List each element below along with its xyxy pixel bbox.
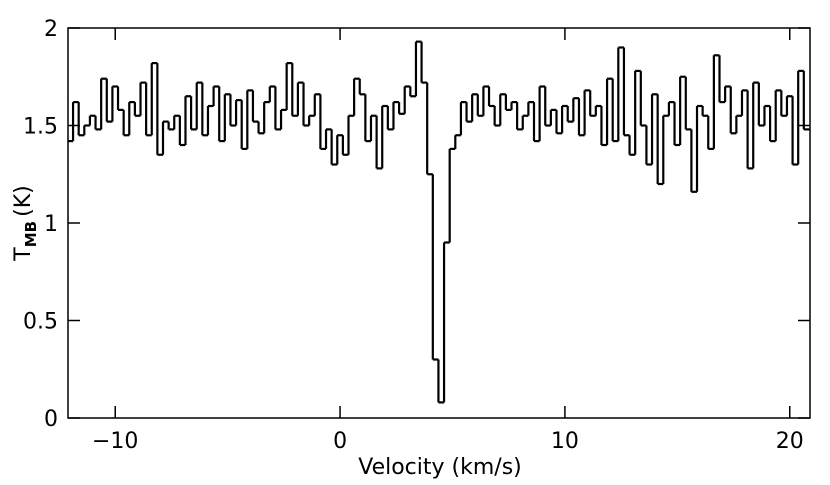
y-tick-label: 1 bbox=[44, 212, 58, 237]
x-tick-label: 10 bbox=[551, 429, 579, 454]
x-tick-label: −10 bbox=[92, 429, 138, 454]
x-tick-label: 20 bbox=[776, 429, 804, 454]
y-label-sub: MB bbox=[22, 221, 40, 247]
y-tick-label: 2 bbox=[44, 17, 58, 42]
y-label-main: T bbox=[11, 247, 36, 262]
x-axis-label: Velocity (km/s) bbox=[358, 455, 522, 480]
y-tick-label: 1.5 bbox=[23, 115, 58, 140]
y-tick-label: 0 bbox=[44, 407, 58, 432]
y-label-unit: (K) bbox=[11, 185, 36, 217]
y-tick-label: 0.5 bbox=[23, 310, 58, 335]
x-tick-label: 0 bbox=[333, 429, 347, 454]
y-axis-label: TMB (K) bbox=[11, 185, 40, 261]
